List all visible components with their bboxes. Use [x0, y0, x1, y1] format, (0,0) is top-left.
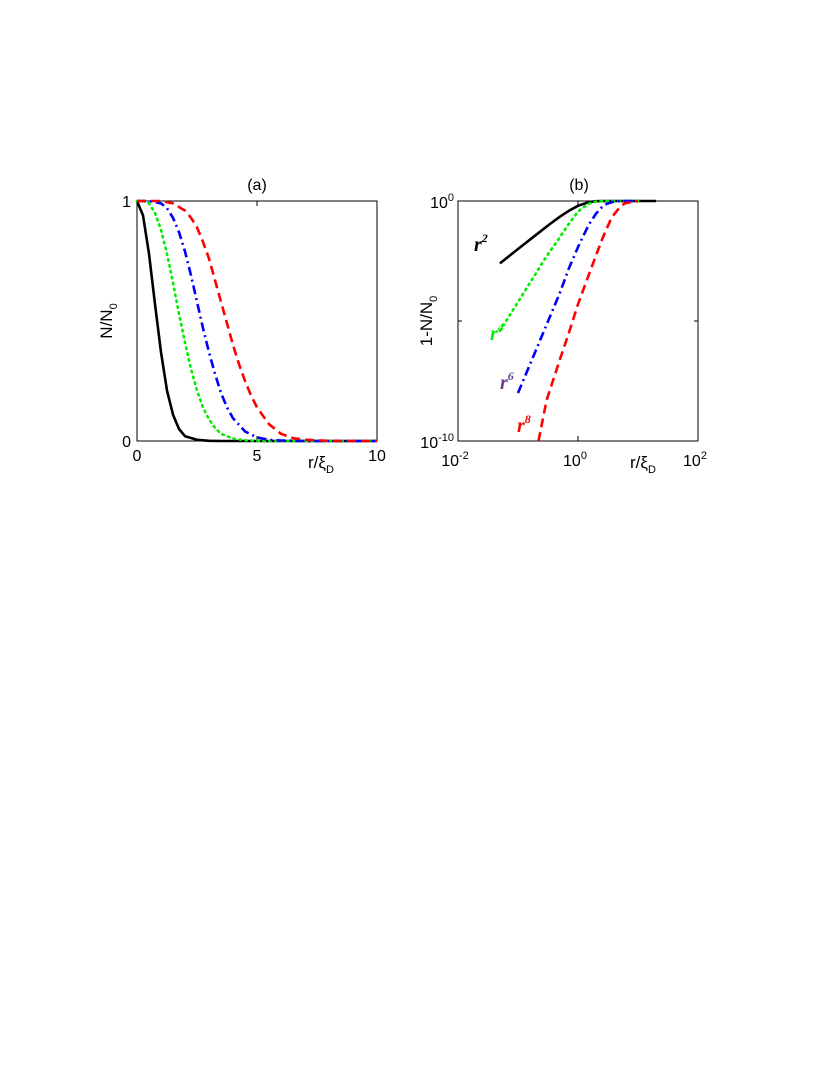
- panel-a-series-4-line: [137, 199, 377, 443]
- panel-a-series-2-line: [135, 199, 379, 443]
- panel-b-ytick-label: 100: [430, 192, 454, 212]
- panel-b-series-3-line: [516, 199, 639, 394]
- panel-a: (a) 0 5 10 0 1 N/N0 r/ξD: [97, 177, 386, 476]
- panel-a-xtick-label: 0: [133, 448, 142, 465]
- panel-b-lines: [498, 199, 657, 442]
- panel-a-ytick-label: 1: [122, 194, 131, 211]
- panel-a-ticks: 0 5 10 0 1: [122, 194, 386, 465]
- panel-b-title: (b): [569, 177, 589, 194]
- panel-b-annotation-r8: r8: [517, 412, 531, 437]
- panel-a-ylabel: N/N0: [97, 303, 120, 338]
- panel-a-ytick-label: 0: [122, 434, 131, 451]
- panel-b-xlabel: r/ξD: [630, 453, 656, 476]
- panel-a-series-3-line: [137, 199, 377, 443]
- panel-b-xtick-label: 10-2: [441, 450, 469, 470]
- panel-b-ytick-label: 10-10: [420, 432, 454, 452]
- panel-b-annotation-r6: r6: [500, 369, 514, 394]
- panel-b-xtick-label: 100: [563, 450, 587, 470]
- panel-a-xlabel: r/ξD: [308, 453, 334, 476]
- panel-b-frame: [457, 200, 699, 442]
- panel-b-xtick-label: 102: [683, 450, 707, 470]
- panel-b-annotation-r2: r2: [474, 231, 488, 256]
- panel-a-xtick-label: 5: [253, 448, 262, 465]
- panel-a-title: (a): [247, 177, 267, 194]
- panel-a-lines: [135, 199, 379, 443]
- panel-a-xtick-label: 10: [368, 448, 386, 465]
- panel-b-annotation-r4: r4: [490, 320, 504, 345]
- panel-b-ticks: 10-2 100 102 10-10 100: [420, 192, 707, 470]
- panel-b-series-4-line: [537, 199, 639, 442]
- panel-b-ylabel: 1-N/N0: [417, 296, 440, 347]
